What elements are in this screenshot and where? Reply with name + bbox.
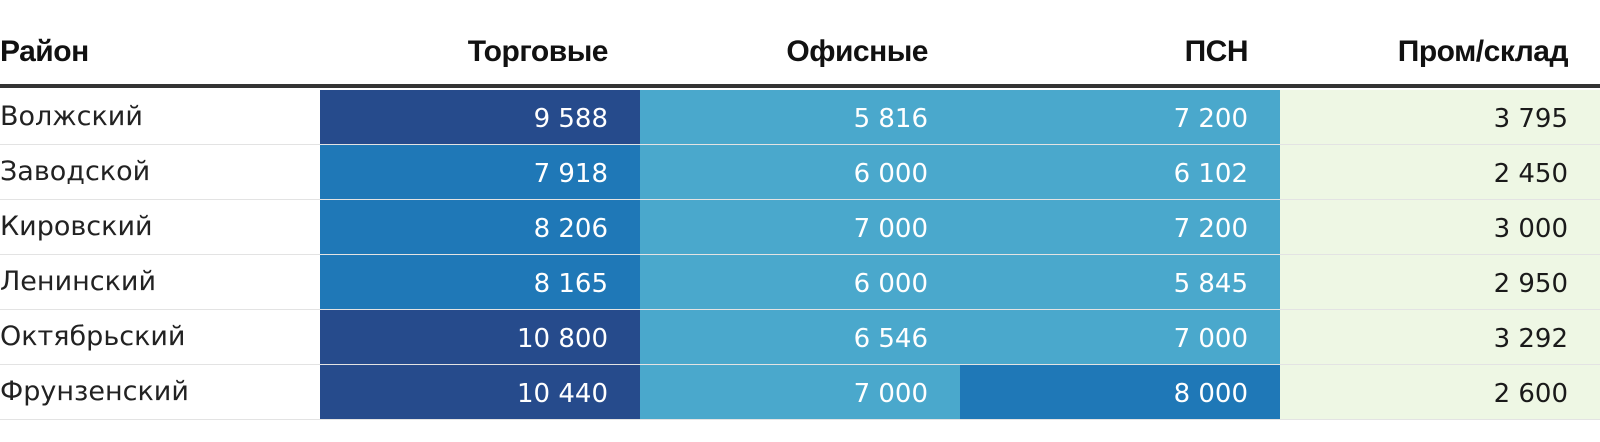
- row-divider: [0, 144, 1600, 145]
- header-retail: Торговые: [467, 35, 609, 68]
- header-office: Офисные: [786, 35, 928, 68]
- row-divider: [0, 254, 1600, 255]
- table-row: Октябрьский 10 800 6 546 7 000 3 292: [0, 310, 1600, 365]
- table-header: Район Торговые Офисные ПСН Пром/склад: [0, 0, 1600, 88]
- value-cell: 10 440: [320, 365, 640, 420]
- row-divider: [0, 309, 1600, 310]
- district-name: Октябрьский: [0, 321, 186, 352]
- value-cell: 7 200: [960, 90, 1280, 145]
- district-name: Волжский: [0, 101, 143, 132]
- value-cell: 7 200: [960, 200, 1280, 255]
- value-cell: 7 918: [320, 145, 640, 200]
- value-cell: 2 450: [1280, 145, 1600, 200]
- table-row: Фрунзенский 10 440 7 000 8 000 2 600: [0, 365, 1600, 420]
- row-divider: [0, 199, 1600, 200]
- district-name: Заводской: [0, 156, 151, 187]
- table-row: Волжский 9 588 5 816 7 200 3 795: [0, 90, 1600, 145]
- value-cell: 3 292: [1280, 310, 1600, 365]
- value-cell: 7 000: [640, 365, 960, 420]
- district-name: Фрунзенский: [0, 376, 189, 407]
- value-cell: 5 845: [960, 255, 1280, 310]
- table-row: Заводской 7 918 6 000 6 102 2 450: [0, 145, 1600, 200]
- value-cell: 8 206: [320, 200, 640, 255]
- value-cell: 8 165: [320, 255, 640, 310]
- district-name: Ленинский: [0, 266, 157, 297]
- value-cell: 6 000: [640, 145, 960, 200]
- value-cell: 6 102: [960, 145, 1280, 200]
- header-psn: ПСН: [1184, 35, 1249, 68]
- value-cell: 10 800: [320, 310, 640, 365]
- value-cell: 5 816: [640, 90, 960, 145]
- value-cell: 7 000: [640, 200, 960, 255]
- header-district: Район: [0, 35, 89, 68]
- value-cell: 9 588: [320, 90, 640, 145]
- header-industrial: Пром/склад: [1397, 35, 1569, 68]
- row-divider: [0, 364, 1600, 365]
- value-cell: 6 546: [640, 310, 960, 365]
- district-name: Кировский: [0, 211, 153, 242]
- row-divider: [0, 419, 1600, 420]
- value-cell: 2 950: [1280, 255, 1600, 310]
- value-cell: 7 000: [960, 310, 1280, 365]
- value-cell: 8 000: [960, 365, 1280, 420]
- value-cell: 2 600: [1280, 365, 1600, 420]
- table-row: Ленинский 8 165 6 000 5 845 2 950: [0, 255, 1600, 310]
- table-row: Кировский 8 206 7 000 7 200 3 000: [0, 200, 1600, 255]
- value-cell: 3 000: [1280, 200, 1600, 255]
- value-cell: 3 795: [1280, 90, 1600, 145]
- value-cell: 6 000: [640, 255, 960, 310]
